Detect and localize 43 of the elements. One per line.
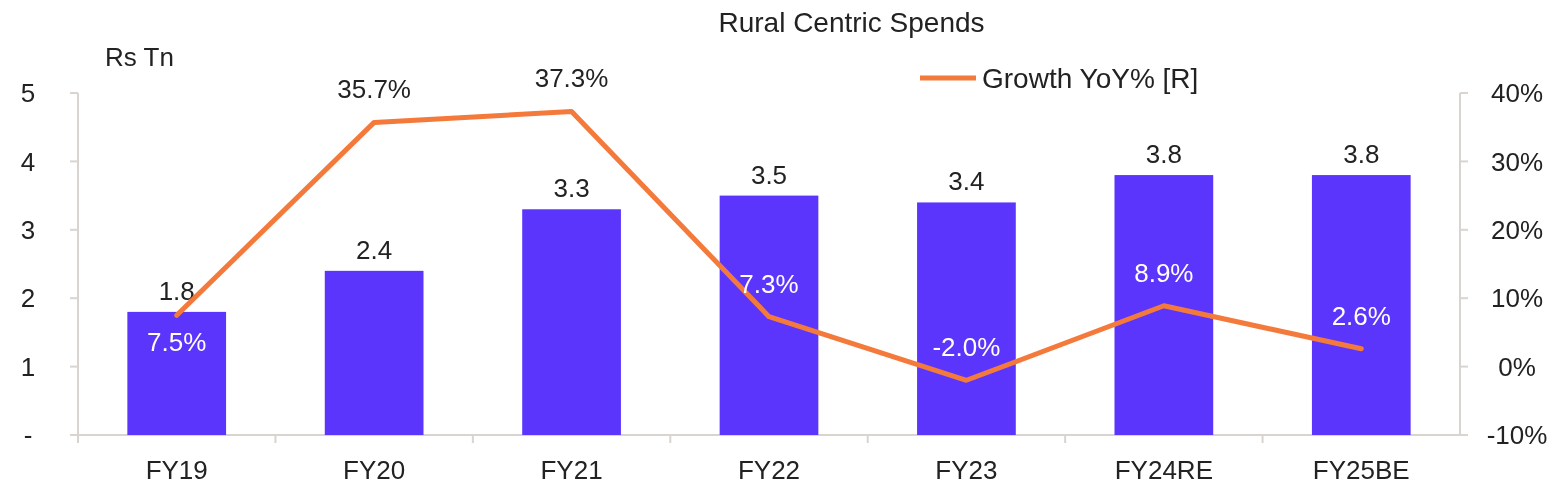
bar: [719, 195, 819, 435]
data-label: 3.3: [553, 173, 590, 204]
data-label: 3.4: [948, 166, 985, 197]
legend-label: Growth YoY% [R]: [982, 62, 1199, 94]
data-label: 3.5: [750, 159, 788, 190]
y-tick-label: 3: [20, 214, 36, 245]
y2-tick-label: 40%: [1490, 78, 1544, 109]
data-label: 35.7%: [337, 74, 412, 105]
y-tick-label: -: [23, 420, 33, 451]
data-label: 37.3%: [534, 63, 609, 94]
x-tick-label: FY21: [540, 455, 603, 485]
y-tick-label: 1: [20, 351, 36, 382]
bar: [522, 209, 621, 435]
bar: [127, 311, 227, 435]
y-tick-label: 4: [20, 146, 36, 177]
data-label: 2.6%: [1331, 300, 1391, 331]
y2-tick-label: 10%: [1490, 283, 1544, 314]
x-tick-label: FY25BE: [1312, 455, 1410, 485]
y2-tick-label: 20%: [1490, 214, 1544, 245]
x-tick-label: FY20: [343, 455, 406, 485]
y2-tick-label: -10%: [1486, 420, 1548, 451]
data-label: 8.9%: [1134, 257, 1194, 288]
x-tick-label: FY23: [935, 455, 998, 485]
x-tick-label: FY22: [737, 455, 801, 485]
data-label: 7.5%: [147, 327, 207, 358]
y-tick-label: 5: [20, 78, 36, 109]
y2-tick-label: 30%: [1490, 146, 1544, 177]
bar: [324, 270, 424, 435]
data-label: 1.8: [158, 275, 195, 306]
chart-title: Rural Centric Spends: [718, 7, 985, 38]
data-label: 7.3%: [739, 268, 799, 299]
data-label: 2.4: [356, 234, 393, 265]
bar: [1311, 175, 1411, 435]
data-label: -2.0%: [932, 332, 1001, 363]
bar: [1114, 175, 1214, 435]
bar: [917, 202, 1016, 435]
x-tick-label: FY24RE: [1114, 455, 1213, 485]
y2-tick-label: 0%: [1498, 351, 1536, 382]
data-label: 3.8: [1343, 139, 1380, 170]
x-tick-label: FY19: [145, 455, 208, 485]
y-axis-title: Rs Tn: [105, 42, 174, 72]
y-tick-label: 2: [20, 283, 36, 314]
data-label: 3.8: [1145, 139, 1182, 170]
